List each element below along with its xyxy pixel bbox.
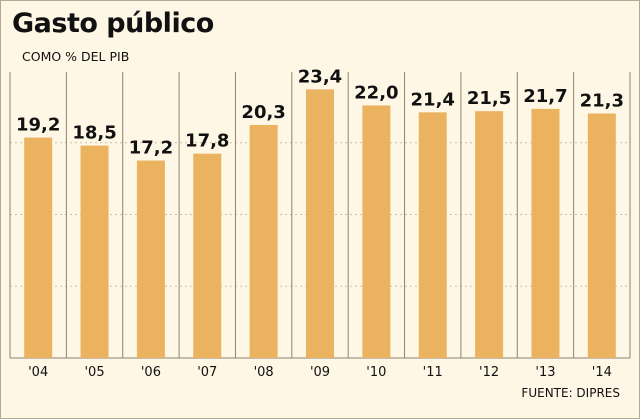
- bar-04: [24, 137, 53, 358]
- data-label-13: 21,7: [523, 86, 567, 107]
- bar-11: [418, 112, 447, 358]
- data-label-05: 18,5: [72, 123, 116, 144]
- x-tick-label-14: '14: [592, 365, 612, 380]
- chart-title: Gasto público: [12, 8, 214, 39]
- x-tick-label-04: '04: [28, 365, 48, 380]
- data-label-06: 17,2: [129, 138, 173, 159]
- bar-09: [306, 89, 334, 359]
- bar-14: [587, 113, 616, 358]
- x-tick-label-06: '06: [141, 365, 161, 380]
- x-tick-label-11: '11: [423, 365, 443, 380]
- data-label-12: 21,5: [467, 88, 511, 109]
- data-label-11: 21,4: [411, 89, 455, 110]
- x-tick-label-13: '13: [535, 365, 555, 380]
- bar-07: [193, 153, 222, 358]
- source-note: FUENTE: DIPRES: [521, 386, 620, 400]
- x-tick-label-05: '05: [84, 365, 104, 380]
- bar-13: [531, 108, 560, 358]
- bar-08: [249, 124, 278, 359]
- data-label-04: 19,2: [16, 115, 60, 136]
- data-label-07: 17,8: [185, 131, 229, 152]
- data-label-08: 20,3: [241, 102, 285, 123]
- bar-05: [80, 145, 109, 358]
- x-tick-label-08: '08: [254, 365, 274, 380]
- chart-subtitle: COMO % DEL PIB: [22, 49, 130, 64]
- bar-12: [475, 111, 504, 359]
- x-tick-label-09: '09: [310, 365, 330, 380]
- data-label-14: 21,3: [580, 90, 624, 111]
- data-label-10: 22,0: [354, 82, 398, 103]
- bar-10: [362, 105, 391, 358]
- bar-06: [136, 160, 165, 358]
- data-label-09: 23,4: [298, 66, 342, 87]
- x-tick-label-10: '10: [366, 365, 386, 380]
- x-tick-label-07: '07: [197, 365, 217, 380]
- x-tick-label-12: '12: [479, 365, 499, 380]
